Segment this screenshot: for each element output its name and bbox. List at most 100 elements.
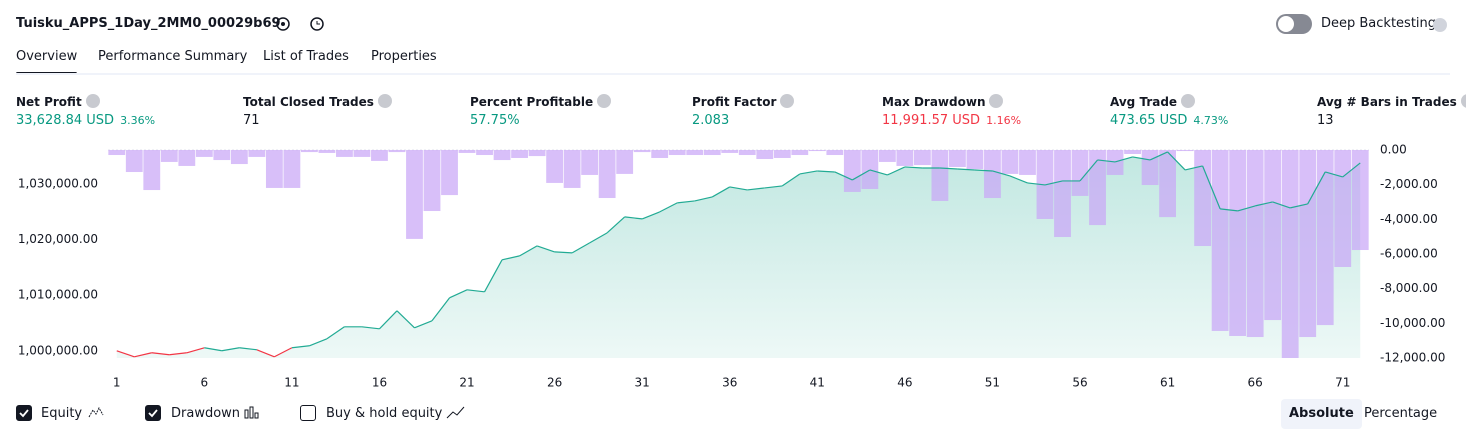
equity-line xyxy=(606,216,626,234)
drawdown-bar xyxy=(861,150,879,189)
drawdown-bar xyxy=(703,150,721,156)
metric-value: 33,628.84 USD 3.36% xyxy=(16,113,155,128)
y-tick-label: 1,020,000.00 xyxy=(18,232,98,246)
toggle-knob xyxy=(1278,16,1294,32)
tab[interactable]: Overview xyxy=(16,49,78,64)
drawdown-bar xyxy=(458,150,476,153)
drawdown-bar xyxy=(931,150,949,201)
metric-label-text: Avg Trade xyxy=(1110,95,1178,109)
scale-mode-button[interactable]: Absolute xyxy=(1281,399,1362,429)
tab[interactable]: Performance Summary xyxy=(98,49,248,64)
metric-value-text: 57.75% xyxy=(470,113,520,128)
equity-line xyxy=(134,352,152,358)
drawdown-bar xyxy=(826,150,844,156)
y2-tick-label: -10,000.00 xyxy=(1380,316,1445,330)
equity-line xyxy=(1307,171,1326,205)
drawdown-bar xyxy=(248,150,266,157)
drawdown-bar xyxy=(791,150,809,156)
legend-icon xyxy=(88,405,110,424)
metric-value-text: 13 xyxy=(1317,113,1334,128)
drawdown-bar xyxy=(1124,150,1141,154)
drawdown-bar xyxy=(1316,150,1334,326)
alert-icon[interactable] xyxy=(310,17,324,31)
drawdown-bar xyxy=(353,150,371,157)
metric-value-text: 11,991.57 USD xyxy=(882,113,981,128)
equity-line xyxy=(1114,156,1133,163)
equity-line xyxy=(256,349,275,358)
equity-line xyxy=(1132,156,1151,161)
drawdown-bar xyxy=(721,150,739,153)
info-icon xyxy=(597,94,612,108)
x-tick-label: 26 xyxy=(547,376,562,390)
drawdown-bar xyxy=(1089,150,1106,226)
equity-line xyxy=(869,169,888,176)
drawdown-bar xyxy=(108,150,126,156)
drawdown-bar xyxy=(686,150,704,156)
equity-line xyxy=(677,200,695,204)
drawdown-bar xyxy=(1176,150,1194,152)
drawdown-bar xyxy=(651,150,669,158)
metric-value: 57.75% xyxy=(470,113,520,128)
info-icon xyxy=(85,94,100,108)
y-tick-label: 1,030,000.00 xyxy=(18,176,98,190)
equity-line xyxy=(659,202,678,213)
x-tick-label: 31 xyxy=(635,376,650,390)
settings-icon-dot xyxy=(281,22,285,26)
tab[interactable]: List of Trades xyxy=(263,49,349,64)
metric-value-text: 473.65 USD xyxy=(1110,113,1188,128)
scale-mode-button[interactable]: Percentage xyxy=(1364,406,1438,421)
y2-tick-label: -2,000.00 xyxy=(1380,177,1438,191)
equity-line xyxy=(169,352,187,356)
drawdown-bar xyxy=(984,150,1001,199)
drawdown-bar xyxy=(476,150,493,156)
legend-checkbox[interactable] xyxy=(145,405,161,421)
legend-checkbox[interactable] xyxy=(16,405,32,421)
tab-separator xyxy=(16,73,1450,75)
metric-label-text: Total Closed Trades xyxy=(243,95,374,109)
equity-line xyxy=(1097,159,1116,163)
toggle-label: Deep Backtesting xyxy=(1321,16,1437,31)
metric-percent: 4.73% xyxy=(1193,114,1229,127)
drawdown-bar xyxy=(633,150,651,153)
drawdown-bar xyxy=(230,150,248,165)
drawdown-bar xyxy=(949,150,966,167)
y-tick-label: 1,010,000.00 xyxy=(18,288,98,302)
drawdown-bar xyxy=(1351,150,1369,251)
drawdown-bar xyxy=(1194,150,1212,247)
drawdown-bar xyxy=(546,150,564,183)
drawdown-bar xyxy=(1229,150,1247,336)
y2-tick-label: -8,000.00 xyxy=(1380,281,1438,295)
metric-percent: 3.36% xyxy=(120,114,156,127)
tab[interactable]: Properties xyxy=(371,49,437,64)
settings-icon[interactable] xyxy=(276,17,290,31)
drawdown-bar xyxy=(301,150,318,153)
deep-backtesting-toggle[interactable] xyxy=(1276,14,1312,34)
equity-line xyxy=(1009,175,1028,184)
drawdown-bar xyxy=(1054,150,1071,238)
alert-icon-hands xyxy=(316,21,320,25)
x-tick-label: 36 xyxy=(722,376,737,390)
x-tick-label: 41 xyxy=(810,376,825,390)
drawdown-bar xyxy=(738,150,756,156)
legend-checkbox[interactable] xyxy=(300,405,316,421)
drawdown-bar xyxy=(1001,150,1019,174)
equity-line xyxy=(309,338,328,347)
drawdown-bar xyxy=(668,150,686,156)
metric-label-text: Percent Profitable xyxy=(470,95,594,109)
x-tick-label: 11 xyxy=(284,376,299,390)
equity-line xyxy=(1272,201,1291,209)
help-icon[interactable] xyxy=(1433,18,1447,32)
legend-label: Buy & hold equity xyxy=(326,406,443,421)
drawdown-bar xyxy=(1141,150,1159,186)
equity-line xyxy=(904,166,923,169)
equity-line xyxy=(974,169,993,172)
equity-line xyxy=(414,320,433,329)
drawdown-bar xyxy=(896,150,914,166)
drawdown-bar xyxy=(1106,150,1124,175)
y2-tick-label: 0.00 xyxy=(1380,143,1407,157)
equity-line xyxy=(1325,171,1343,178)
x-tick-label: 71 xyxy=(1335,376,1350,390)
x-tick-label: 51 xyxy=(985,376,1000,390)
equity-line xyxy=(992,170,1011,177)
